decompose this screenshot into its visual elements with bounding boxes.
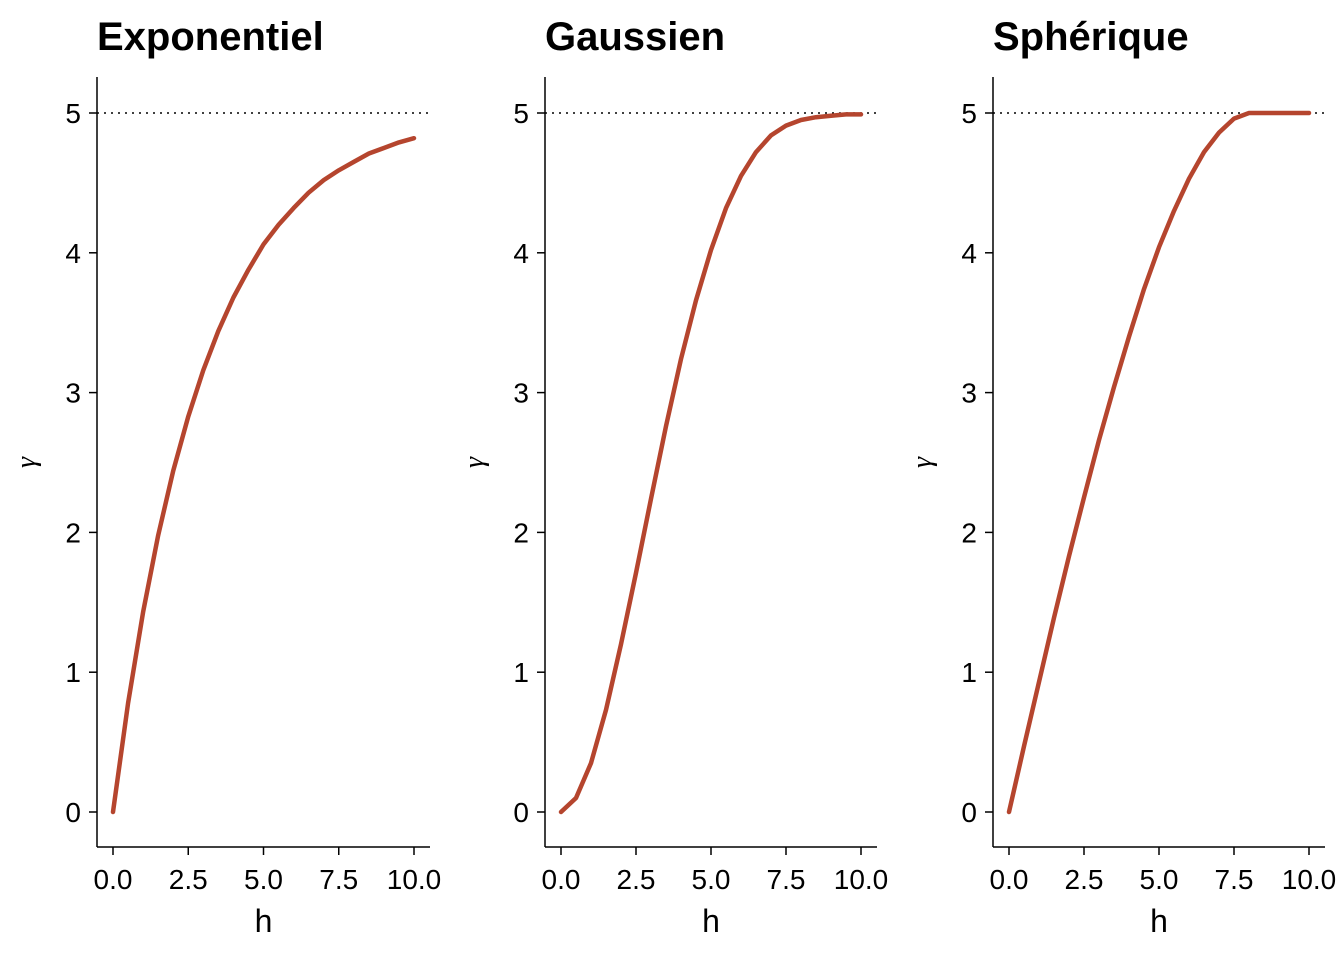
y-tick-label: 2 (65, 517, 81, 548)
y-tick-label: 2 (513, 517, 529, 548)
x-tick-label: 10.0 (387, 864, 442, 895)
x-tick-label: 7.5 (1215, 864, 1254, 895)
x-tick-label: 7.5 (767, 864, 806, 895)
y-tick-label: 5 (961, 98, 977, 129)
x-axis-title: h (1150, 903, 1168, 939)
y-tick-label: 0 (961, 797, 977, 828)
x-tick-label: 0.0 (990, 864, 1029, 895)
x-tick-label: 0.0 (542, 864, 581, 895)
y-axis-title: γ (907, 456, 938, 468)
x-tick-label: 7.5 (319, 864, 358, 895)
y-tick-label: 2 (961, 517, 977, 548)
x-tick-label: 10.0 (1282, 864, 1337, 895)
series-line (1006, 110, 1312, 815)
panel-title: Exponentiel (97, 15, 324, 59)
series-line (558, 112, 864, 815)
x-axis-title: h (255, 903, 273, 939)
x-tick-label: 2.5 (1065, 864, 1104, 895)
series-line (110, 135, 417, 815)
y-tick-label: 3 (961, 378, 977, 409)
y-tick-label: 1 (65, 657, 81, 688)
y-tick-label: 0 (65, 797, 81, 828)
y-tick-label: 5 (65, 98, 81, 129)
y-tick-label: 0 (513, 797, 529, 828)
x-tick-label: 5.0 (1140, 864, 1179, 895)
y-tick-label: 3 (513, 378, 529, 409)
y-tick-label: 4 (961, 238, 977, 269)
x-tick-label: 5.0 (244, 864, 283, 895)
x-tick-label: 0.0 (94, 864, 133, 895)
y-tick-label: 4 (513, 238, 529, 269)
panel-2: Gaussien 0 1 2 3 4 5 0.0 2.5 5.0 7.5 10.0 h γ (459, 15, 888, 939)
x-tick-label: 2.5 (617, 864, 656, 895)
y-tick-label: 4 (65, 238, 81, 269)
x-tick-label: 2.5 (169, 864, 208, 895)
panel-title: Gaussien (545, 15, 725, 59)
panel-1: Exponentiel 0 1 2 3 4 5 0.0 2.5 5.0 7.5 10.0 h γ (11, 15, 441, 939)
y-tick-label: 3 (65, 378, 81, 409)
panel-title: Sphérique (993, 15, 1189, 59)
y-tick-label: 1 (961, 657, 977, 688)
y-tick-label: 5 (513, 98, 529, 129)
y-tick-label: 1 (513, 657, 529, 688)
x-tick-label: 10.0 (834, 864, 889, 895)
y-axis-title: γ (459, 456, 490, 468)
panel-3: Sphérique 0 1 2 3 4 5 0.0 2.5 5.0 7.5 10.0 h γ (907, 15, 1336, 939)
y-axis-title: γ (11, 456, 42, 468)
x-tick-label: 5.0 (692, 864, 731, 895)
x-axis-title: h (702, 903, 720, 939)
